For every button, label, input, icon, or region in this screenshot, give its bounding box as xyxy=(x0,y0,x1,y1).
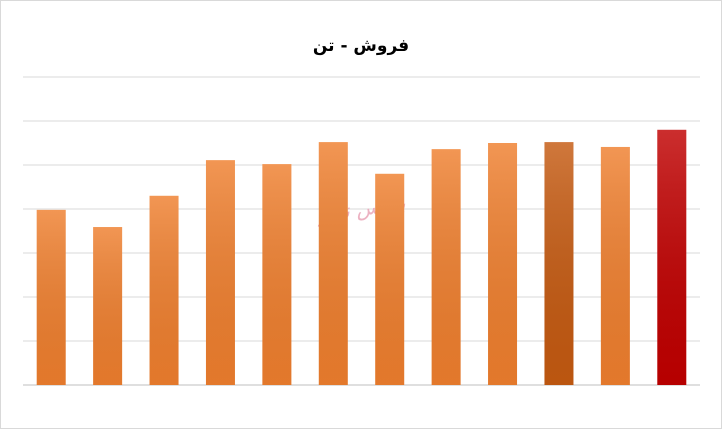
bar xyxy=(657,129,687,385)
bar xyxy=(262,164,292,385)
bar xyxy=(205,160,235,385)
bar xyxy=(36,209,66,385)
bar xyxy=(431,149,461,385)
bar xyxy=(600,146,630,385)
bar xyxy=(93,227,123,385)
bar xyxy=(318,142,348,385)
bar xyxy=(488,143,518,385)
chart-title: فروش - تن xyxy=(313,36,409,56)
bar xyxy=(375,173,405,385)
bar xyxy=(544,142,574,385)
bar xyxy=(149,195,179,385)
